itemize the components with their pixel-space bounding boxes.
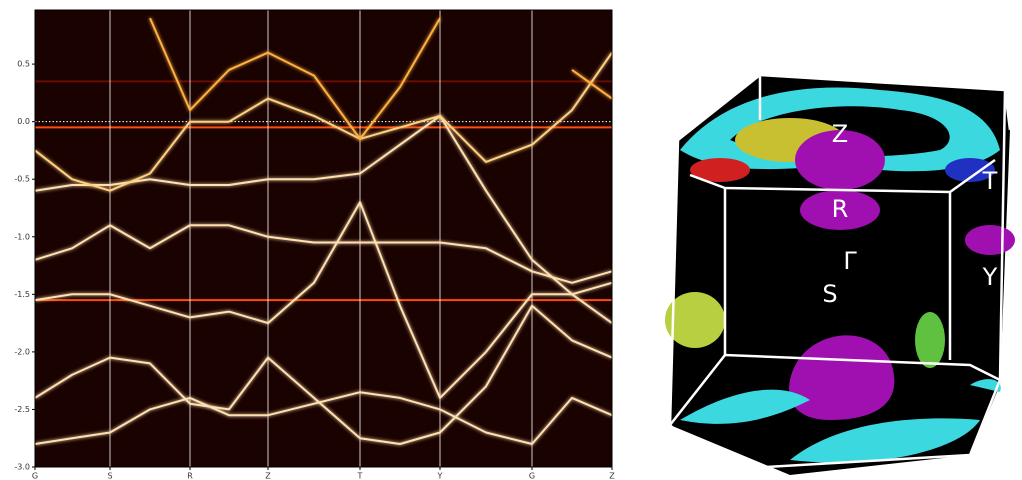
x-tick-label: S xyxy=(107,472,112,480)
point-label: T xyxy=(982,167,998,195)
band-line xyxy=(149,17,613,140)
y-tick-label: 0.0 xyxy=(17,117,30,126)
x-tick-label: G xyxy=(32,472,38,480)
y-tick-label: 0.5 xyxy=(17,60,30,69)
red-sheet xyxy=(690,158,750,182)
bz-edges xyxy=(668,73,1012,472)
y-tick-label: -3.0 xyxy=(14,463,30,472)
x-tick-label: Z xyxy=(265,472,271,480)
y-tick-label: -1.0 xyxy=(14,232,30,241)
magenta-sheet xyxy=(965,225,1015,255)
point-label: S xyxy=(822,280,837,308)
y-tick-label: -2.0 xyxy=(14,347,30,356)
x-tick-label: Y xyxy=(437,472,443,480)
point-label: Γ xyxy=(843,247,857,275)
magenta-pocket xyxy=(789,335,895,420)
bz-edge xyxy=(998,89,1007,381)
band-line xyxy=(34,391,613,445)
x-tick-label: Z xyxy=(609,472,615,480)
x-tick-label: G xyxy=(529,472,535,480)
x-tick-label: T xyxy=(357,472,363,480)
cyan-sheet xyxy=(680,379,1001,463)
plot-frame xyxy=(34,9,613,468)
band-line xyxy=(34,201,613,399)
band-chart: G S R Z T Y G Z -3.0 -2.5 -2.0 -1.5 -1.0 -0.5 0.0 0.5 xyxy=(14,9,615,480)
bz-edge xyxy=(677,73,1012,141)
y-tick-label: -1.5 xyxy=(14,290,30,299)
point-label: Y xyxy=(982,263,998,291)
bz-edge xyxy=(669,379,1002,472)
blue-sheet xyxy=(945,158,995,182)
point-label: Z xyxy=(832,120,848,148)
band-line xyxy=(34,52,613,192)
magenta-sheet xyxy=(795,130,885,190)
fermi-surface: Z R T Γ S Y xyxy=(665,73,1015,475)
y-tick-label: -0.5 xyxy=(14,175,30,184)
band-line xyxy=(34,224,613,284)
x-tick-label: R xyxy=(187,472,193,480)
y-tick-label: -2.5 xyxy=(14,405,30,414)
magenta-sheet xyxy=(800,190,880,230)
bz-edge xyxy=(689,158,996,194)
bz-body xyxy=(670,75,1010,475)
yellow-pocket xyxy=(665,292,725,348)
band-line xyxy=(34,304,613,445)
band-line xyxy=(34,114,613,296)
green-pocket xyxy=(915,312,945,368)
bz-edge xyxy=(669,353,1001,426)
bz-edge xyxy=(668,139,680,426)
point-label: R xyxy=(832,195,849,223)
